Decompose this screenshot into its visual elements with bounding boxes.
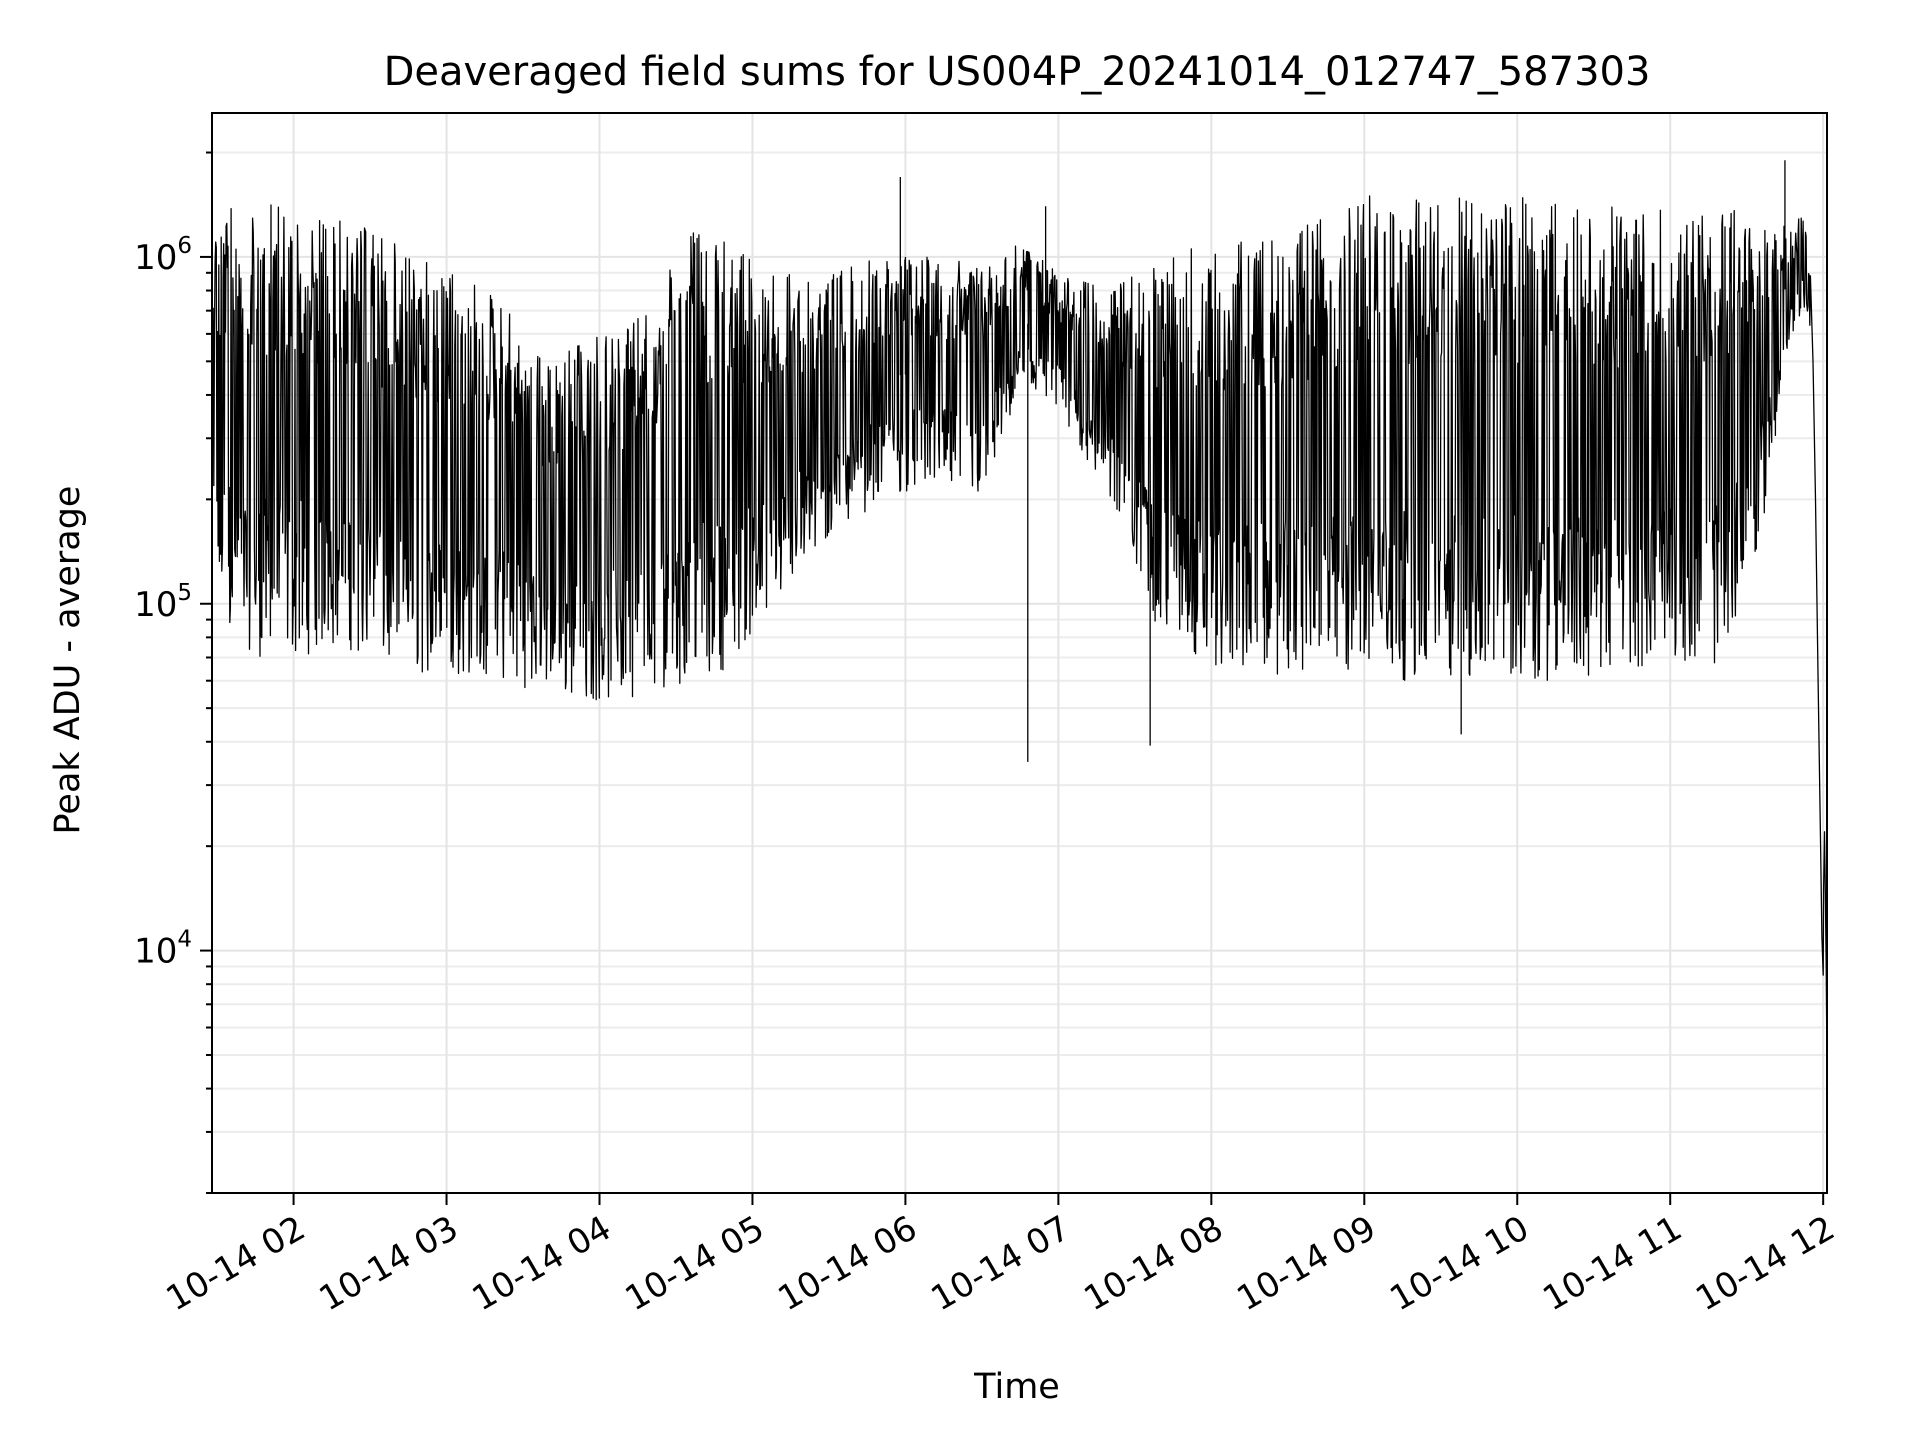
x-tick-label: 10-14 07 [924,1208,1076,1319]
x-tick-label: 10-14 10 [1383,1208,1535,1319]
grid-lines [212,113,1827,1194]
x-tick-label: 10-14 09 [1230,1208,1382,1319]
x-tick-label: 10-14 08 [1077,1208,1229,1319]
y-axis-label: Peak ADU - average [48,486,88,835]
x-axis-label: Time [973,1367,1060,1407]
y-tick-label: 104 [134,927,192,972]
x-tick-label: 10-14 05 [619,1208,771,1319]
y-tick-label: 105 [134,580,192,625]
series-line [211,195,1828,1071]
y-tick-label: 106 [134,233,192,278]
chart-title: Deaveraged field sums for US004P_2024101… [384,49,1651,95]
plot-frame [211,112,1828,1194]
data-series [211,160,1828,1071]
x-tick-label: 10-14 04 [466,1208,618,1319]
x-tick-label: 10-14 11 [1536,1208,1688,1319]
x-tick-label: 10-14 06 [772,1208,924,1319]
x-tick-label: 10-14 02 [160,1208,312,1319]
x-tick-label: 10-14 12 [1689,1208,1841,1319]
x-tick-label: 10-14 03 [313,1208,465,1319]
